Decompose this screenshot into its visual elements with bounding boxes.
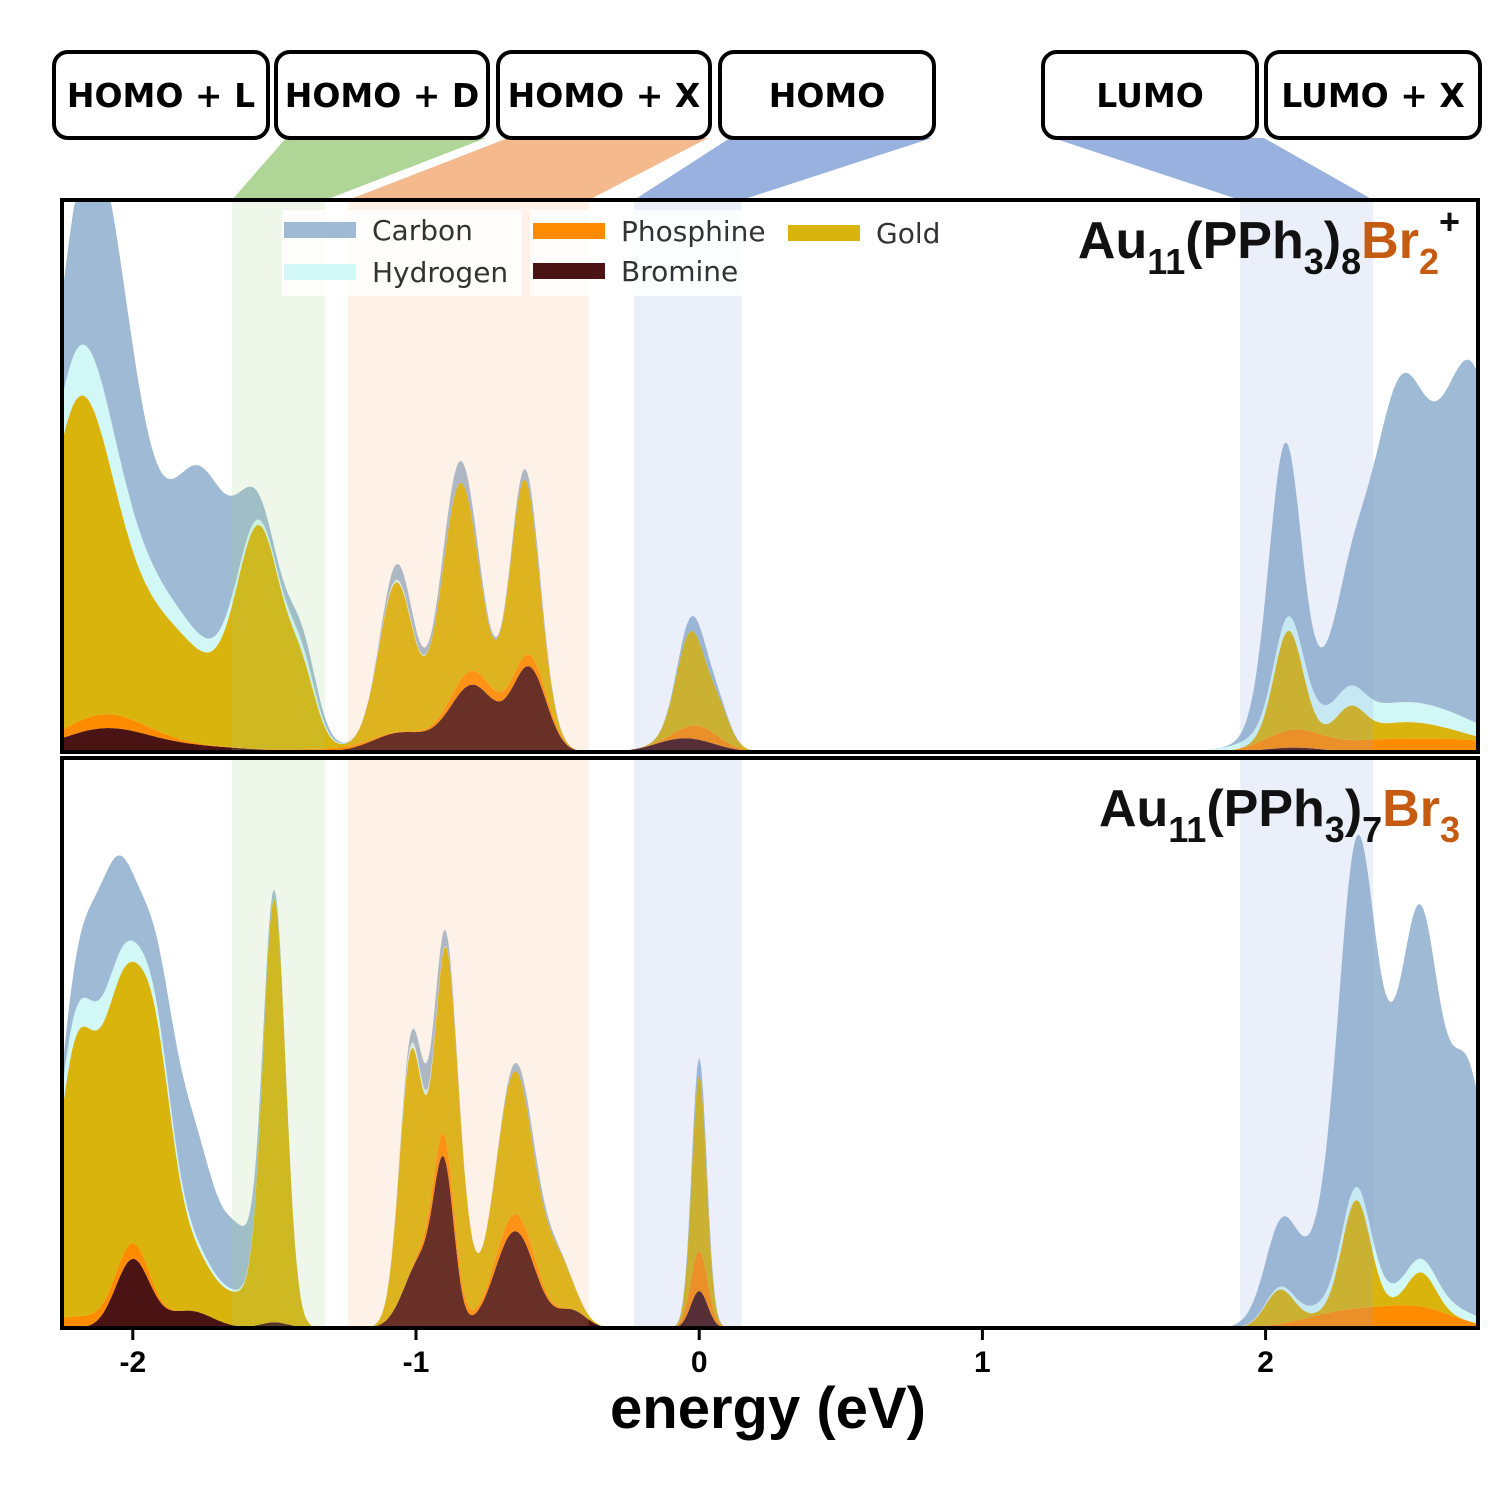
orbital-box-frame — [274, 50, 490, 140]
orbital-box-label: LUMO — [1096, 76, 1204, 115]
orbital-box-frame — [1041, 50, 1259, 140]
area-gold — [62, 898, 1478, 1328]
orbital-bands — [231, 758, 1374, 1328]
area-phosphine — [62, 654, 1478, 752]
legend-swatch-carbon — [284, 222, 356, 238]
pdos-areas — [62, 834, 1478, 1328]
orbital-labels: HOMO + L HOMO + D HOMO + X HOMO LUMO LUMO + X — [52, 50, 1482, 140]
legend-label-hydrogen: Hydrogen — [372, 256, 508, 289]
x-tick-label: -1 — [403, 1346, 430, 1379]
legend-item-bromine: Bromine — [533, 255, 738, 288]
orbital-box-homo-l: HOMO + L — [52, 50, 270, 140]
compound-formula: Au11(PPh3)8Br2+ — [1078, 201, 1460, 282]
legend-item-phosphine: Phosphine — [533, 215, 766, 248]
panel-frame — [60, 198, 1480, 754]
legend-item-carbon: Carbon — [284, 214, 473, 247]
x-tick-label: 0 — [691, 1346, 708, 1379]
orbital-box-label: HOMO + D — [285, 76, 480, 115]
pdos-areas — [62, 200, 1478, 752]
area-gold — [62, 395, 1478, 752]
legend-item-gold: Gold — [788, 217, 940, 250]
legend-item-hydrogen: Hydrogen — [284, 256, 508, 289]
legend-label-gold: Gold — [876, 217, 940, 250]
area-hydrogen — [62, 344, 1478, 752]
legend-swatch-gold — [788, 225, 860, 241]
x-axis: -2 -1 0 1 2 — [119, 1328, 1274, 1379]
band-3 — [634, 758, 742, 1328]
legend-label-carbon: Carbon — [372, 214, 473, 247]
band-4 — [1240, 758, 1374, 1328]
band-0 — [231, 758, 326, 1328]
orbital-box-frame — [1264, 50, 1482, 140]
legend-swatch-bromine — [533, 263, 605, 279]
panel-frame — [60, 756, 1480, 1330]
legend-swatch-phosphine — [533, 223, 605, 239]
orbital-box-frame — [52, 50, 270, 140]
connector-1 — [348, 138, 708, 200]
orbital-box-label: HOMO + L — [67, 76, 255, 115]
panel-au11-pph3-7-br3: Au11(PPh3)7Br3 — [60, 756, 1480, 1330]
orbital-box-label: LUMO + X — [1281, 76, 1465, 115]
band-2 — [348, 758, 589, 1328]
band-4 — [1240, 200, 1374, 752]
x-tick-label: -2 — [119, 1346, 146, 1379]
area-carbon — [62, 200, 1478, 752]
legend-swatch-hydrogen — [284, 264, 356, 280]
orbital-box-lumo-x: LUMO + X — [1264, 50, 1482, 140]
connector-0 — [231, 138, 486, 200]
area-bromine — [62, 1155, 1478, 1328]
legend-label-bromine: Bromine — [621, 255, 738, 288]
connector-2 — [634, 138, 932, 200]
connector-3 — [1053, 138, 1374, 200]
legend-label-phosphine: Phosphine — [621, 215, 766, 248]
orbital-box-frame — [718, 50, 936, 140]
orbital-box-label: HOMO — [769, 76, 886, 115]
orbital-box-label: HOMO + X — [508, 76, 701, 115]
x-tick-label: 1 — [974, 1346, 991, 1379]
orbital-connectors — [231, 138, 1374, 200]
x-axis-title: energy (eV) — [610, 1376, 926, 1441]
orbital-box-homo: HOMO — [718, 50, 936, 140]
orbital-box-frame — [496, 50, 712, 140]
legend: Carbon Hydrogen Phosphine Gold Bromine — [282, 210, 945, 296]
compound-formula: Au11(PPh3)7Br3 — [1099, 780, 1460, 850]
panel-au11-pph3-8-br2: Au11(PPh3)8Br2+ Carbon Hydrogen Phosphine Go… — [60, 198, 1480, 754]
orbital-box-homo-d: HOMO + D — [274, 50, 490, 140]
x-tick-label: 2 — [1257, 1346, 1274, 1379]
orbital-box-lumo: LUMO — [1041, 50, 1259, 140]
orbital-box-homo-x: HOMO + X — [496, 50, 712, 140]
